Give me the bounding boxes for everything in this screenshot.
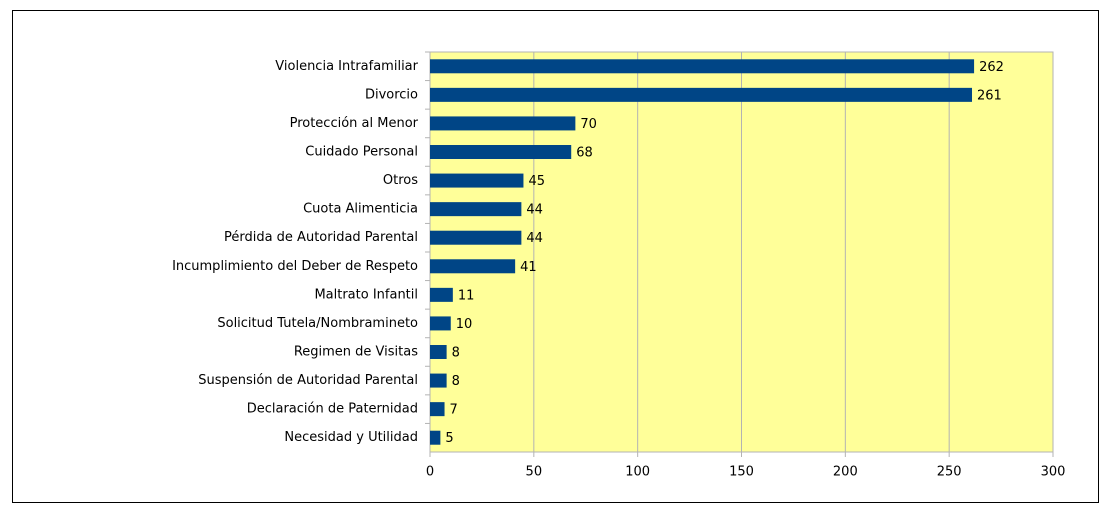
y-tick-label: Necesidad y Utilidad (284, 430, 418, 445)
x-tick-label: 0 (426, 465, 434, 480)
data-label: 44 (526, 231, 543, 246)
data-label: 8 (452, 374, 460, 389)
bar (430, 145, 572, 159)
y-tick-label: Pérdida de Autoridad Parental (224, 230, 418, 245)
y-tick-label: Divorcio (365, 87, 418, 102)
bar (430, 230, 522, 245)
bar (430, 430, 441, 445)
y-tick-label: Regimen de Visitas (294, 345, 418, 360)
data-label: 41 (520, 260, 537, 275)
bar (430, 116, 576, 131)
y-tick-label: Solicitud Tutela/Nombramineto (217, 316, 418, 331)
bar (430, 373, 447, 388)
data-label: 262 (979, 60, 1004, 75)
x-tick-label: 250 (937, 465, 962, 480)
x-tick-label: 150 (729, 465, 754, 480)
y-tick-label: Declaración de Paternidad (247, 402, 418, 417)
data-label: 45 (528, 174, 545, 189)
data-label: 5 (445, 431, 453, 446)
data-label: 44 (526, 203, 543, 218)
y-tick-label: Cuota Alimenticia (303, 202, 418, 217)
y-tick-label: Violencia Intrafamiliar (275, 59, 418, 74)
data-label: 261 (977, 88, 1002, 103)
bar (430, 402, 445, 417)
data-label: 11 (458, 288, 475, 303)
bar (430, 87, 973, 102)
bar (430, 202, 522, 217)
x-tick-label: 200 (833, 465, 858, 480)
bar (430, 345, 447, 359)
y-tick-label: Incumplimiento del Deber de Respeto (172, 259, 418, 274)
data-label: 7 (450, 403, 458, 418)
bar (430, 59, 975, 74)
y-tick-label: Protección al Menor (290, 116, 419, 131)
x-tick-label: 50 (526, 465, 543, 480)
y-tick-label: Otros (383, 173, 418, 188)
bar (430, 287, 453, 302)
data-label: 8 (452, 346, 460, 361)
data-label: 10 (456, 317, 473, 332)
y-tick-label: Cuidado Personal (305, 145, 418, 160)
x-tick-label: 300 (1041, 465, 1066, 480)
bar (430, 173, 524, 188)
x-tick-label: 100 (625, 465, 650, 480)
bar (430, 316, 451, 331)
data-label: 68 (576, 146, 593, 161)
y-tick-label: Suspensión de Autoridad Parental (198, 373, 418, 388)
y-tick-label: Maltrato Infantil (314, 287, 418, 302)
data-label: 70 (580, 117, 597, 132)
bar (430, 259, 516, 274)
